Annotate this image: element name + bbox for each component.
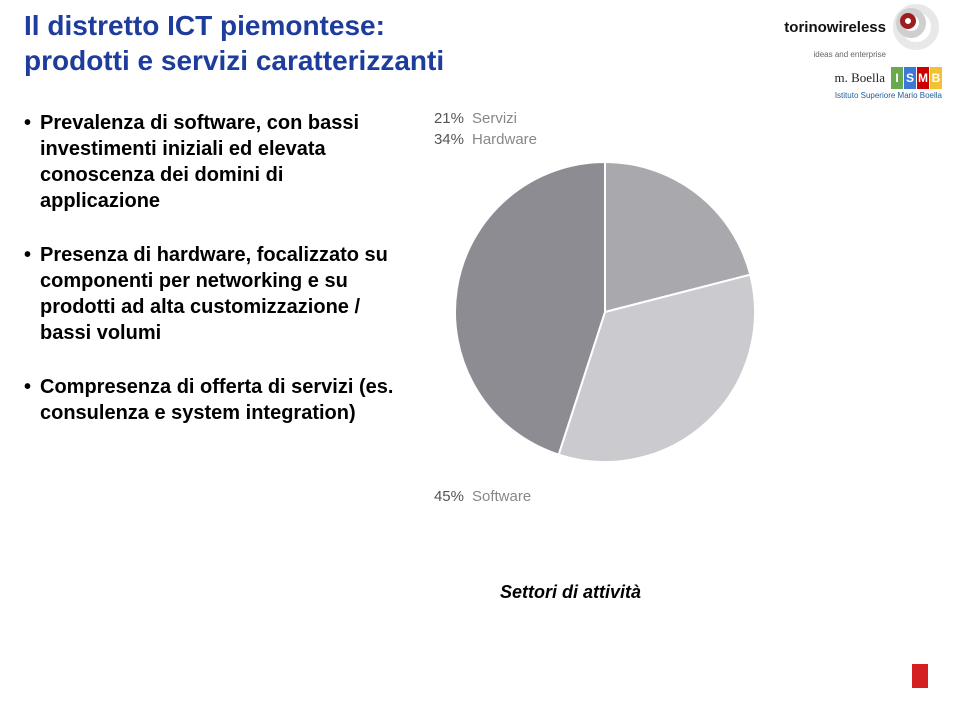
ismb-letter: B: [930, 67, 942, 89]
title-line-2: prodotti e servizi caratterizzanti: [24, 45, 444, 76]
torinowireless-logo: torinowireless: [732, 6, 942, 48]
title-line-1: Il distretto ICT piemontese:: [24, 10, 385, 41]
legend-pct: 45%: [430, 488, 464, 505]
ismb-letter: S: [904, 67, 916, 89]
legend-label: Hardware: [472, 131, 537, 148]
bullet-item: Compresenza di offerta di servizi (es. c…: [24, 374, 404, 426]
ismb-mark: ISMB: [891, 67, 942, 89]
torinowireless-sub: ideas and enterprise: [732, 50, 886, 59]
torinowireless-text: torinowireless: [784, 19, 886, 36]
footer-red-box: [912, 664, 928, 688]
ismb-sub: Istituto Superiore Mario Boella: [732, 91, 942, 100]
ismb-signature: m. Boella: [834, 70, 885, 86]
legend-pct: 21%: [430, 110, 464, 127]
bullet-item: Prevalenza di software, con bassi invest…: [24, 110, 404, 214]
bullet-list: Prevalenza di software, con bassi invest…: [24, 110, 404, 454]
legend-row-software: 45% Software: [430, 488, 800, 505]
legend-label: Servizi: [472, 110, 517, 127]
ismb-logo: m. Boella ISMB: [732, 67, 942, 89]
title-text: Il distretto ICT piemontese: prodotti e …: [24, 8, 584, 78]
ismb-letter: I: [891, 67, 903, 89]
slide-title: Il distretto ICT piemontese: prodotti e …: [24, 8, 584, 78]
legend-label: Software: [472, 488, 531, 505]
pie-chart: 21% Servizi 34% Hardware 45% Software: [430, 110, 800, 570]
legend-row-hardware: 34% Hardware: [430, 131, 800, 148]
footer-marks: [912, 664, 928, 688]
legend-row-servizi: 21% Servizi: [430, 110, 800, 127]
torinowireless-icon: [890, 6, 942, 48]
logo-area: torinowireless ideas and enterprise m. B…: [732, 6, 942, 100]
slide-root: Il distretto ICT piemontese: prodotti e …: [0, 0, 960, 718]
ismb-letter: M: [917, 67, 929, 89]
legend-pct: 34%: [430, 131, 464, 148]
pie-svg: [430, 152, 800, 482]
bullet-item: Presenza di hardware, focalizzato su com…: [24, 242, 404, 346]
pie-wrap: [430, 152, 800, 482]
chart-caption: Settori di attività: [500, 582, 641, 603]
